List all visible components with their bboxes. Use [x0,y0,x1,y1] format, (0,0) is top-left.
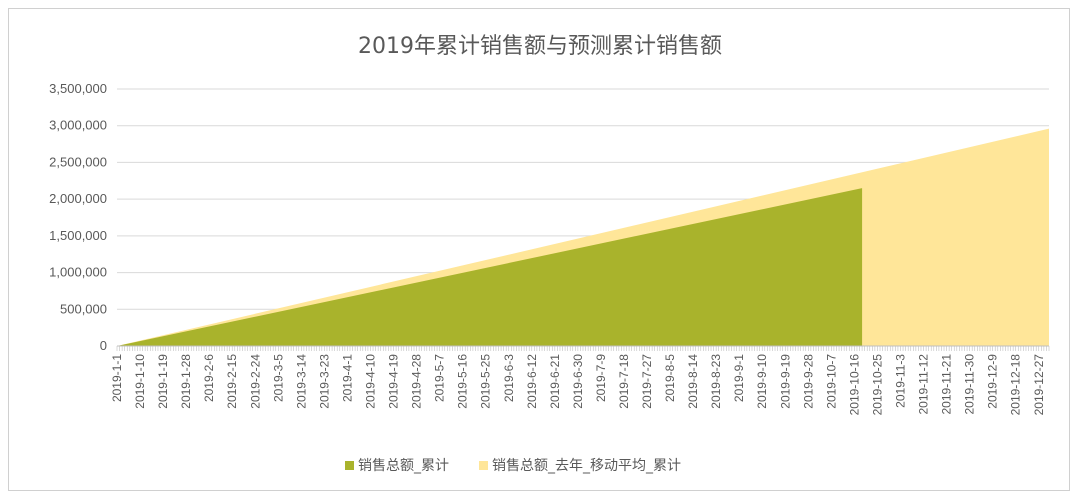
x-tick-label: 2019-1-19 [156,354,170,409]
x-tick-label: 2019-1-1 [110,354,124,402]
y-tick-label: 1,500,000 [49,228,107,243]
x-tick-label: 2019-2-15 [225,354,239,409]
x-tick-label: 2019-8-5 [663,354,677,402]
x-tick-label: 2019-7-9 [594,354,608,402]
legend-label: 销售总额_去年_移动平均_累计 [492,458,681,474]
gridlines [117,88,1049,310]
x-tick-label: 2019-10-25 [870,354,884,416]
x-tick-label: 2019-12-9 [986,354,1000,409]
x-tick-label: 2019-10-7 [824,354,838,409]
y-tick-label: 3,500,000 [49,81,107,96]
y-axis-ticks: 0 500,000 1,000,000 1,500,000 2,000,000 2,500… [49,81,107,353]
y-tick-label: 0 [100,338,107,353]
axes [116,345,1050,351]
x-tick-label: 2019-4-10 [363,354,377,409]
x-tick-label: 2019-3-5 [271,354,285,402]
x-tick-label: 2019-5-25 [479,354,493,409]
x-tick-label: 2019-9-10 [755,354,769,409]
x-tick-label: 2019-6-21 [548,354,562,409]
x-tick-label: 2019-11-3 [893,354,907,408]
legend-swatch [345,461,354,470]
y-tick-label: 3,000,000 [49,118,107,133]
x-tick-label: 2019-12-27 [1032,354,1046,416]
x-tick-label: 2019-1-28 [179,354,193,409]
y-tick-label: 1,000,000 [49,265,107,280]
x-tick-label: 2019-9-28 [801,354,815,409]
x-tick-label: 2019-3-23 [317,354,331,409]
x-tick-label: 2019-1-10 [133,354,147,409]
legend-label: 销售总额_累计 [358,458,449,474]
x-tick-label: 2019-6-30 [571,354,585,409]
y-tick-label: 2,500,000 [49,154,107,169]
x-tick-label: 2019-6-12 [525,354,539,409]
x-tick-label: 2019-11-12 [917,354,931,415]
x-tick-label: 2019-7-27 [640,354,654,409]
x-tick-label: 2019-5-16 [456,354,470,409]
y-tick-label: 500,000 [60,301,107,316]
plot-area [117,128,1049,346]
series-area-1 [117,188,863,346]
legend: 销售总额_累计 销售总额_去年_移动平均_累计 [345,458,681,474]
chart-title: 2019年累计销售额与预测累计销售额 [358,34,722,59]
x-tick-label: 2019-8-14 [686,354,700,409]
x-tick-label: 2019-2-24 [248,354,262,409]
x-tick-label: 2019-4-28 [410,354,424,409]
x-axis-ticks: 2019-1-1 2019-1-10 2019-1-19 2019-1-28 2019-… [110,354,1046,416]
x-tick-label: 2019-9-1 [732,354,746,402]
x-tick-label: 2019-2-6 [202,354,216,402]
x-tick-label: 2019-6-3 [502,354,516,402]
x-tick-label: 2019-12-18 [1009,354,1023,416]
x-tick-label: 2019-5-7 [433,354,447,402]
legend-item: 销售总额_累计 [345,458,449,474]
x-tick-label: 2019-10-16 [847,354,861,416]
x-tick-label: 2019-11-30 [963,354,977,415]
x-tick-label: 2019-8-23 [709,354,723,409]
legend-item: 销售总额_去年_移动平均_累计 [479,458,681,474]
x-tick-label: 2019-11-21 [940,354,954,415]
x-tick-label: 2019-9-19 [778,354,792,409]
chart-canvas: 2019年累计销售额与预测累计销售额 0 500,000 1,000,000 1,50… [49,34,1050,474]
chart-frame: 2019年累计销售额与预测累计销售额 0 500,000 1,000,000 1,50… [8,8,1070,491]
x-tick-label: 2019-4-19 [387,354,401,409]
x-tick-label: 2019-4-1 [340,354,354,402]
y-tick-label: 2,000,000 [49,191,107,206]
legend-swatch [479,461,488,470]
x-axis-day-ticks [116,346,1050,351]
x-tick-label: 2019-3-14 [294,354,308,409]
x-tick-label: 2019-7-18 [617,354,631,409]
